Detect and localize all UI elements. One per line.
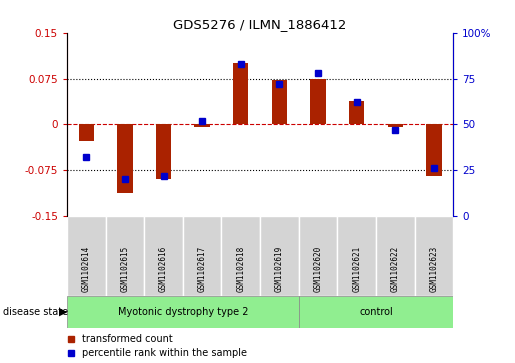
- Text: control: control: [359, 307, 393, 317]
- Bar: [415, 216, 453, 296]
- Bar: [67, 216, 106, 296]
- Bar: [233, 63, 249, 125]
- Text: GSM1102620: GSM1102620: [314, 246, 322, 292]
- Title: GDS5276 / ILMN_1886412: GDS5276 / ILMN_1886412: [174, 19, 347, 32]
- Bar: [376, 216, 415, 296]
- Text: GSM1102614: GSM1102614: [82, 246, 91, 292]
- Bar: [387, 125, 403, 127]
- Text: GSM1102621: GSM1102621: [352, 246, 361, 292]
- Bar: [299, 216, 337, 296]
- Bar: [183, 216, 221, 296]
- Text: GSM1102615: GSM1102615: [121, 246, 129, 292]
- Text: Myotonic dystrophy type 2: Myotonic dystrophy type 2: [117, 307, 248, 317]
- Bar: [67, 296, 299, 328]
- Bar: [349, 101, 364, 125]
- Text: GSM1102622: GSM1102622: [391, 246, 400, 292]
- Bar: [117, 125, 133, 193]
- Bar: [426, 125, 442, 176]
- Text: GSM1102618: GSM1102618: [236, 246, 245, 292]
- Text: GSM1102617: GSM1102617: [198, 246, 207, 292]
- Text: ▶: ▶: [59, 307, 68, 317]
- Bar: [337, 216, 376, 296]
- Bar: [78, 125, 94, 142]
- Bar: [156, 125, 171, 179]
- Text: GSM1102619: GSM1102619: [275, 246, 284, 292]
- Bar: [310, 78, 325, 125]
- Bar: [194, 125, 210, 127]
- Bar: [221, 216, 260, 296]
- Bar: [144, 216, 183, 296]
- Text: GSM1102616: GSM1102616: [159, 246, 168, 292]
- Bar: [272, 80, 287, 125]
- Bar: [260, 216, 299, 296]
- Text: disease state: disease state: [3, 307, 67, 317]
- Bar: [106, 216, 144, 296]
- Text: percentile rank within the sample: percentile rank within the sample: [82, 348, 247, 358]
- Text: GSM1102623: GSM1102623: [430, 246, 438, 292]
- Text: transformed count: transformed count: [82, 334, 173, 344]
- Bar: [299, 296, 453, 328]
